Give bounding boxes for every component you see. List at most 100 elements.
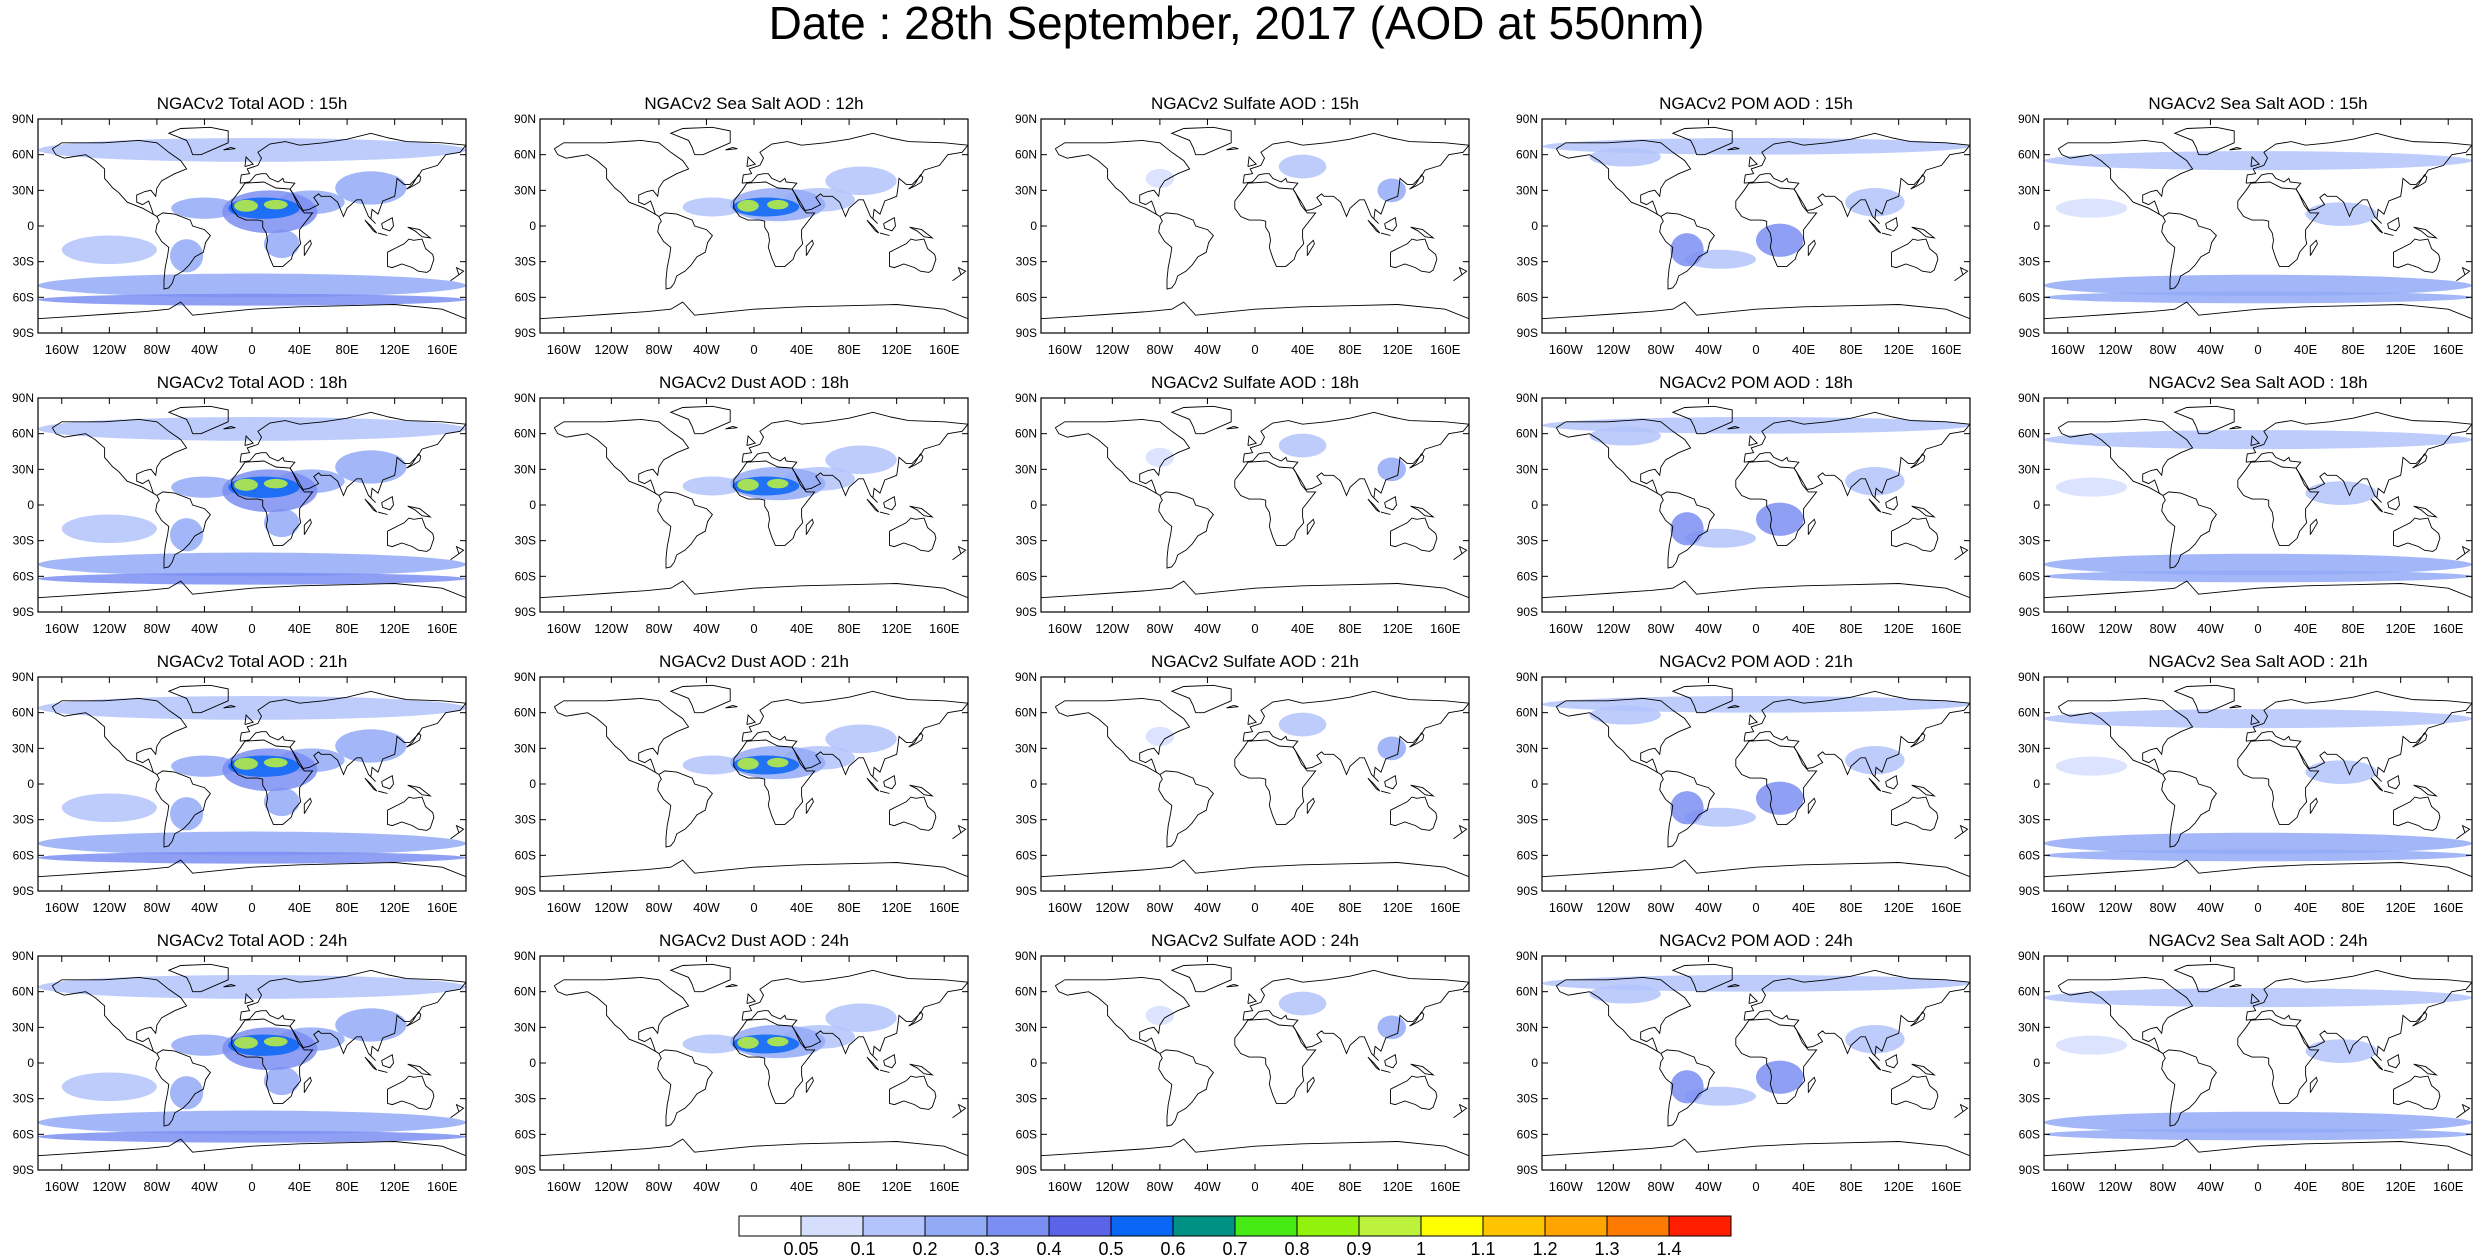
coastline [657,491,713,569]
coastline [805,1076,814,1093]
aod-field [1542,975,1970,1106]
map-panel: NGACv2 POM AOD : 24h 90N 60N 30N 0 30S 60S 90S 1… [1516,931,1971,1194]
lat-tick-label: 90S [1517,326,1538,340]
lat-tick-label: 60S [2019,290,2040,304]
lat-tick-label: 60N [2018,706,2040,720]
coastline [1234,460,1317,546]
lat-tick-label: 30N [1015,741,1037,755]
coastline [1380,232,1391,236]
lat-tick-label: 30S [2019,1092,2040,1106]
aod-field [1145,991,1406,1040]
lon-tick-label: 80E [1339,1179,1362,1194]
lon-tick-label: 120E [1883,621,1914,636]
aod-plume [1670,1070,1704,1104]
lon-tick-label: 120W [92,621,127,636]
lon-tick-label: 80W [1648,1179,1675,1194]
coastline [155,212,211,290]
coastline [2387,216,2400,232]
lon-tick-label: 0 [2254,900,2261,915]
lon-tick-label: 0 [1752,900,1759,915]
coastline [1671,126,1733,156]
coastlines [1041,963,1469,1157]
lon-tick-label: 40W [1194,621,1221,636]
coastline [2173,684,2235,714]
lat-tick-label: 90S [1016,1163,1037,1177]
coastline [244,714,255,726]
aod-plume [61,235,157,265]
lon-tick-label: 40W [693,621,720,636]
map-panel: NGACv2 Sulfate AOD : 21h 90N 60N 30N 0 30S 60S… [1015,652,1470,915]
coastline [450,824,465,840]
aod-plume [263,478,288,489]
coastline [805,239,814,256]
lon-tick-label: 0 [1752,621,1759,636]
aod-plume [2044,553,2472,576]
page-title: Date : 28th September, 2017 (AOD at 550n… [768,0,1705,49]
lat-tick-label: 60N [12,427,34,441]
lon-tick-label: 40W [2197,342,2224,357]
lat-tick-label: 90N [514,391,536,405]
lat-tick-label: 0 [27,1056,34,1070]
coastline [407,226,432,239]
coastlines [1542,126,1970,320]
coastline [1881,1069,1892,1073]
lon-tick-label: 0 [1251,621,1258,636]
lon-tick-label: 40E [790,1179,813,1194]
aod-plume [234,478,258,491]
lon-tick-label: 160E [2433,621,2464,636]
lon-tick-label: 160E [1931,900,1962,915]
coastline [746,714,757,726]
coastline [733,1018,816,1104]
lon-tick-label: 120E [2385,900,2416,915]
coastline [1881,232,1892,236]
panel-title: NGACv2 Dust AOD : 24h [659,931,849,950]
coastline [1868,1056,1882,1071]
aod-plume [1756,223,1804,257]
lon-tick-label: 120W [1596,621,1631,636]
lat-tick-label: 90S [515,605,536,619]
lon-tick-label: 40W [1695,621,1722,636]
aod-plume [61,793,157,823]
coastline [746,993,757,1005]
aod-plume [737,199,759,212]
aod-plume [61,1072,157,1102]
coastline [1735,1018,1818,1104]
aod-plume [263,787,300,817]
lon-tick-label: 80E [1840,900,1863,915]
lat-tick-label: 60N [2018,148,2040,162]
coastline [2250,435,2261,447]
lon-tick-label: 40E [790,621,813,636]
coastline [553,418,690,496]
lat-tick-label: 60S [13,290,34,304]
coastline [1410,784,1435,797]
coastline [1158,770,1214,848]
coastline [2393,796,2441,831]
lon-tick-label: 80E [838,621,861,636]
aod-plume [169,239,204,273]
aod-field [1145,154,1406,203]
aod-plume [38,572,466,585]
lat-tick-label: 90N [1516,670,1538,684]
aod-plume [1278,433,1327,458]
aod-plume [2044,1128,2472,1141]
lon-tick-label: 160W [1549,621,1584,636]
coastline [1555,418,1692,496]
map-panel: NGACv2 POM AOD : 15h 90N 60N 30N 0 30S 60S 90S 1… [1516,94,1971,357]
coastline [908,174,924,190]
coastline [1735,739,1818,825]
lon-tick-label: 160W [45,621,80,636]
coastline [223,705,236,709]
coastline [2229,705,2242,709]
coastline [1954,545,1969,561]
aod-plume [335,729,407,763]
coastline [1041,859,1469,878]
lon-tick-label: 80W [144,1179,171,1194]
aod-plume [1377,736,1406,761]
aod-plume [1278,991,1327,1016]
coastlines [38,126,466,320]
lon-tick-label: 40E [790,900,813,915]
coastline [1727,705,1740,709]
lon-tick-label: 120W [2098,1179,2133,1194]
coastline [407,1063,432,1076]
lon-tick-label: 80E [838,342,861,357]
